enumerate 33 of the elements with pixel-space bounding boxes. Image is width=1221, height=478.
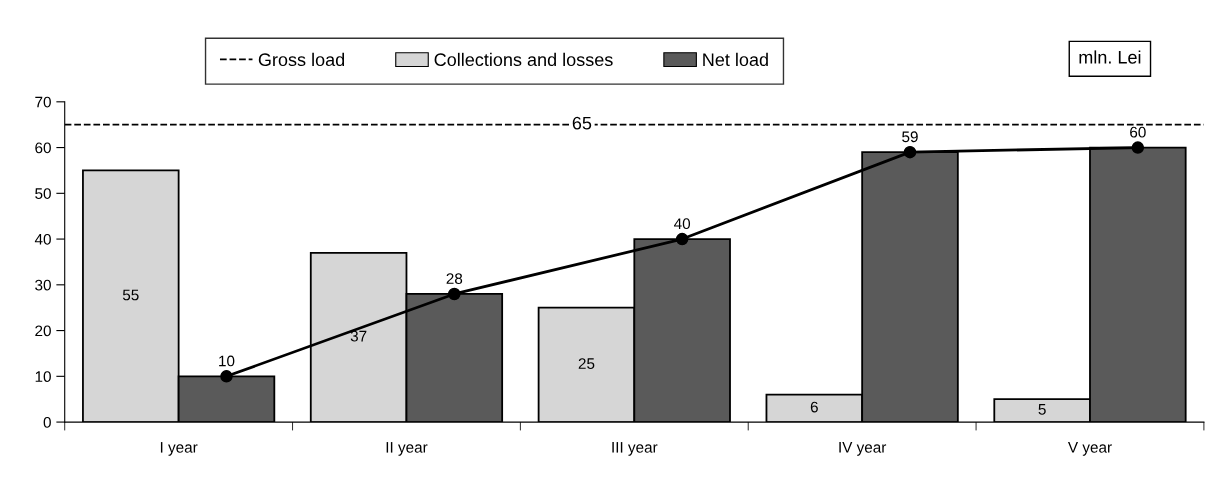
data-label: 37 (350, 330, 367, 342)
data-label: 10 (219, 355, 235, 367)
data-label: 55 (122, 289, 139, 301)
y-tick-label: 70 (35, 96, 51, 108)
x-tick-label: III year (612, 442, 658, 456)
x-tick-label: IV year (839, 442, 887, 456)
data-label: 40 (674, 218, 691, 230)
annotation: 65 (572, 116, 592, 130)
legend-label: Collections and losses (434, 52, 613, 67)
y-tick-label: 0 (43, 416, 51, 428)
point (675, 232, 689, 246)
data-label: 28 (446, 273, 463, 285)
data-label: 60 (1130, 126, 1146, 138)
data-label: 25 (578, 358, 595, 369)
y-tick-label: 10 (35, 371, 51, 383)
data-label: 5 (1038, 404, 1046, 415)
y-tick-label: 50 (35, 188, 51, 199)
y-tick-label: 30 (35, 279, 51, 291)
data-label: 6 (810, 401, 818, 413)
x-tick-label: V year (1067, 442, 1112, 456)
x-tick-label: I year (160, 442, 198, 456)
y-tick-label: 40 (34, 233, 51, 245)
point (448, 287, 461, 301)
y-tick-label: 20 (35, 325, 51, 337)
y-tick-label: 60 (35, 142, 51, 154)
point (220, 370, 233, 383)
data-label: 59 (902, 131, 918, 143)
point (903, 145, 917, 159)
legend-label: Gross load (258, 52, 345, 67)
x-tick-label: II year (386, 442, 428, 456)
legend-label: Net load (703, 52, 768, 67)
point (1131, 141, 1145, 154)
text: mln. Lei (1079, 50, 1141, 64)
